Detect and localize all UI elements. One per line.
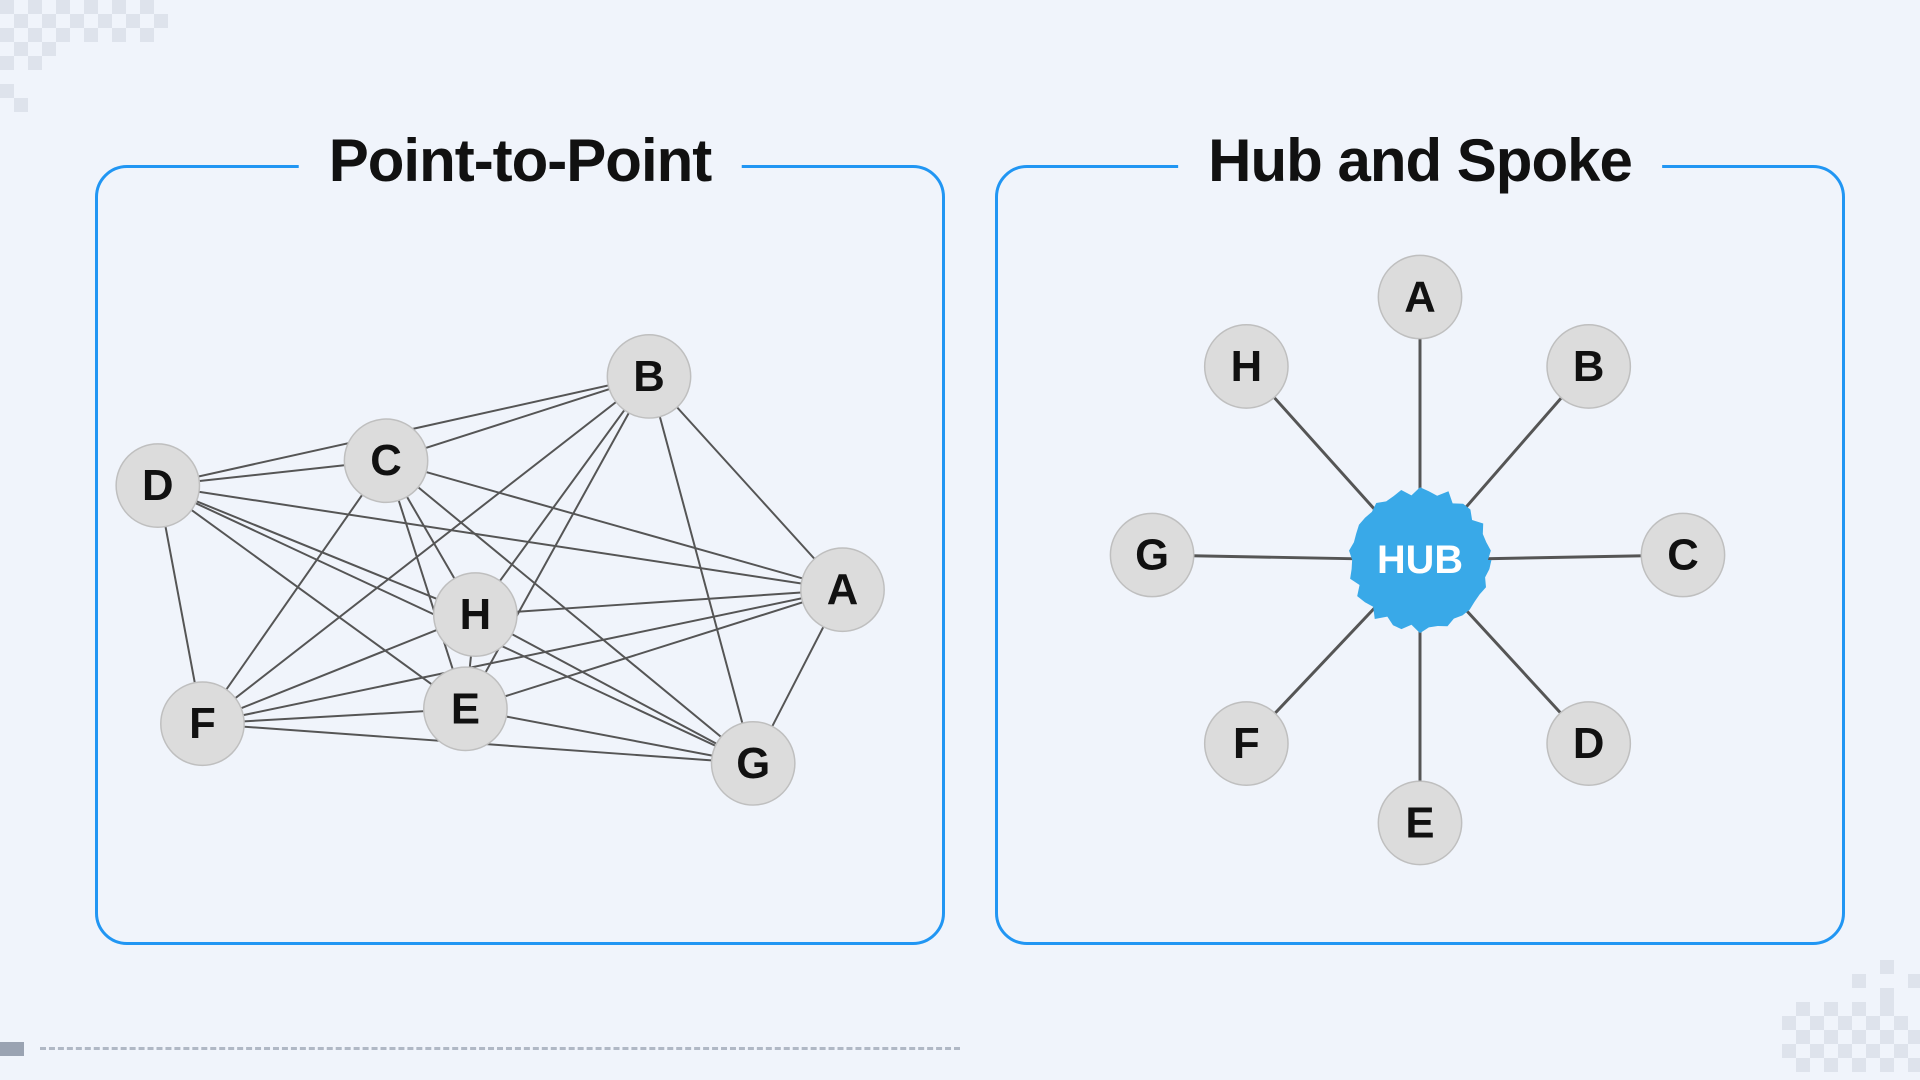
node-label-E: E <box>451 684 480 733</box>
edge-C-F <box>202 461 386 724</box>
node-label-F: F <box>189 699 216 748</box>
point-to-point-diagram: A B C D E F G H <box>98 168 942 942</box>
edge-B-H <box>475 376 649 614</box>
node-label-B: B <box>1573 342 1605 391</box>
node-label-G: G <box>1135 531 1169 580</box>
node-label-D: D <box>142 461 174 510</box>
point-to-point-panel: Point-to-Point ABCDEFGH <box>95 165 945 945</box>
edge-D-H <box>158 486 476 615</box>
node-label-F: F <box>1233 719 1260 768</box>
edge-E-G <box>465 709 753 764</box>
edge-A-C <box>386 461 842 590</box>
hub-label: HUB <box>1377 538 1463 582</box>
hub-spoke-panel: Hub and Spoke ABCDEFGHHUB <box>995 165 1845 945</box>
node-label-B: B <box>633 352 665 401</box>
checker-decor-bottom-right <box>1700 960 1920 1080</box>
edge-A-D <box>158 486 843 590</box>
node-label-A: A <box>827 565 859 614</box>
node-label-H: H <box>1231 342 1263 391</box>
node-label-H: H <box>460 590 492 639</box>
hub-spoke-diagram: A B C D E F G H HUB <box>998 168 1842 942</box>
node-label-E: E <box>1405 798 1434 847</box>
node-label-C: C <box>1667 531 1699 580</box>
node-label-A: A <box>1404 273 1436 322</box>
node-label-G: G <box>736 739 770 788</box>
checker-decor-top-left <box>0 0 180 120</box>
node-label-D: D <box>1573 719 1605 768</box>
bottom-left-bar <box>0 1042 24 1056</box>
dashed-divider <box>40 1047 960 1050</box>
node-label-C: C <box>370 436 402 485</box>
